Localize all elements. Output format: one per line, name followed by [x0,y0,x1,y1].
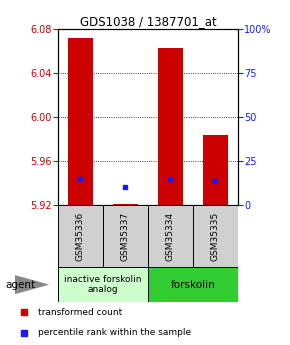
Text: transformed count: transformed count [38,308,123,317]
Bar [148,267,238,302]
Text: GSM35335: GSM35335 [211,212,220,261]
Bar [148,205,193,267]
Bar [58,267,148,302]
Text: percentile rank within the sample: percentile rank within the sample [38,328,191,337]
Bar [113,204,138,205]
Bar [193,205,238,267]
Bar [68,38,93,205]
Bar [203,135,228,205]
Text: agent: agent [6,280,36,289]
Text: forskolin: forskolin [171,280,215,289]
Text: GSM35336: GSM35336 [76,212,85,261]
Title: GDS1038 / 1387701_at: GDS1038 / 1387701_at [79,15,216,28]
Bar [58,205,103,267]
Polygon shape [14,275,49,294]
Bar [103,205,148,267]
Text: GSM35334: GSM35334 [166,212,175,261]
Bar [158,48,183,205]
Text: GSM35337: GSM35337 [121,212,130,261]
Text: inactive forskolin
analog: inactive forskolin analog [64,275,142,294]
